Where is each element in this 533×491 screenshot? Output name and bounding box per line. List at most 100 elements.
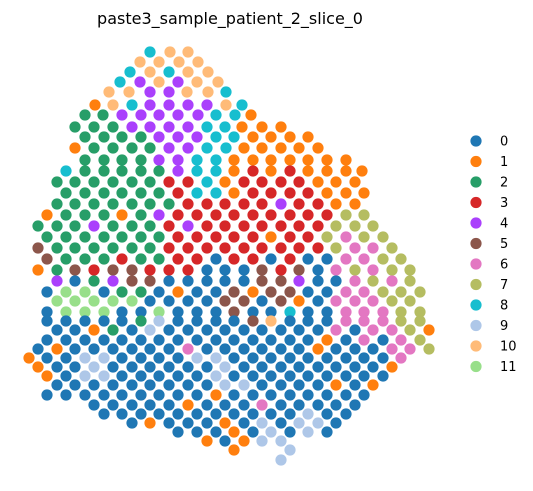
spot-cluster-0 [116,352,128,364]
spot-cluster-3 [172,187,184,199]
spot-cluster-0 [182,295,194,307]
spot-cluster-1 [321,334,333,346]
spot-cluster-1 [340,165,352,177]
spot-cluster-1 [275,142,287,154]
spot-cluster-7 [367,220,379,232]
spot-cluster-2 [88,176,100,188]
spot-cluster-0 [153,408,165,420]
spot-cluster-0 [247,408,259,420]
spot-cluster-0 [284,334,296,346]
spot-cluster-0 [228,334,240,346]
legend-label-7: 7 [500,278,508,293]
spot-cluster-8 [163,66,175,78]
spot-cluster-1 [423,324,435,336]
spot-cluster-2 [135,231,147,243]
spot-cluster-5 [107,264,119,276]
spot-cluster-8 [144,46,156,58]
spot-cluster-0 [172,389,184,401]
spot-cluster-2 [135,165,147,177]
spot-cluster-3 [228,231,240,243]
spot-cluster-7 [386,264,398,276]
legend-label-4: 4 [500,217,508,232]
spot-cluster-1 [256,121,268,133]
spot-cluster-0 [265,370,277,382]
spot-cluster-0 [107,379,119,391]
spot-cluster-0 [163,417,175,429]
spot-cluster-5 [144,275,156,287]
spot-cluster-2 [41,231,53,243]
spot-cluster-9 [256,417,268,429]
spot-cluster-0 [275,324,287,336]
spot-cluster-0 [41,306,53,318]
spot-cluster-0 [191,306,203,318]
spot-cluster-0 [275,343,287,355]
spot-cluster-0 [275,361,287,373]
spot-cluster-7 [414,334,426,346]
spot-cluster-8 [201,121,213,133]
spot-cluster-0 [256,324,268,336]
spot-cluster-0 [98,334,110,346]
spot-cluster-0 [135,306,147,318]
spot-cluster-7 [414,306,426,318]
spot-cluster-0 [182,275,194,287]
spot-cluster-4 [201,99,213,111]
spot-cluster-8 [60,165,72,177]
spot-cluster-6 [330,324,342,336]
spot-cluster-1 [312,343,324,355]
spot-cluster-0 [41,315,53,327]
spot-cluster-0 [321,352,333,364]
spot-cluster-11 [126,295,138,307]
spot-cluster-2 [107,198,119,210]
spot-cluster-0 [340,408,352,420]
legend-label-9: 9 [500,319,508,334]
spot-cluster-0 [191,286,203,298]
spot-cluster-6 [367,242,379,254]
spot-cluster-4 [163,142,175,154]
spot-cluster-0 [302,370,314,382]
spot-cluster-6 [330,295,342,307]
spot-cluster-6 [367,324,379,336]
spot-cluster-2 [88,198,100,210]
spot-cluster-3 [275,264,287,276]
spot-cluster-2 [135,253,147,265]
spot-cluster-0 [247,352,259,364]
spot-cluster-3 [302,231,314,243]
spot-cluster-0 [349,379,361,391]
spot-cluster-0 [377,370,389,382]
spot-cluster-3 [238,176,250,188]
spot-cluster-3 [201,242,213,254]
spot-cluster-3 [182,264,194,276]
spot-cluster-1 [265,165,277,177]
spot-cluster-2 [144,142,156,154]
legend-label-11: 11 [500,360,517,375]
spot-cluster-2 [153,253,165,265]
spot-cluster-10 [144,66,156,78]
spot-cluster-7 [395,306,407,318]
spot-cluster-0 [219,435,231,447]
spot-cluster-1 [88,324,100,336]
spot-cluster-3 [210,231,222,243]
spot-cluster-10 [134,56,146,68]
spot-layer [23,46,435,466]
spot-cluster-1 [41,209,53,221]
spot-cluster-1 [340,154,352,166]
spot-cluster-0 [69,361,81,373]
spot-cluster-1 [228,187,240,199]
spot-cluster-0 [107,343,119,355]
spot-cluster-7 [330,220,342,232]
spot-cluster-4 [153,154,165,166]
spot-cluster-10 [202,86,214,98]
spot-cluster-6 [367,295,379,307]
spot-cluster-8 [210,165,222,177]
spot-cluster-3 [182,242,194,254]
legend-item-0: 0 [470,135,508,150]
spot-cluster-2 [79,187,91,199]
spot-cluster-9 [284,444,296,456]
spot-cluster-1 [236,121,248,133]
spot-cluster-2 [144,176,156,188]
spot-cluster-11 [88,295,100,307]
spot-cluster-2 [153,231,165,243]
spot-cluster-3 [293,198,305,210]
spot-cluster-5 [275,295,287,307]
spot-cluster-9 [219,379,231,391]
